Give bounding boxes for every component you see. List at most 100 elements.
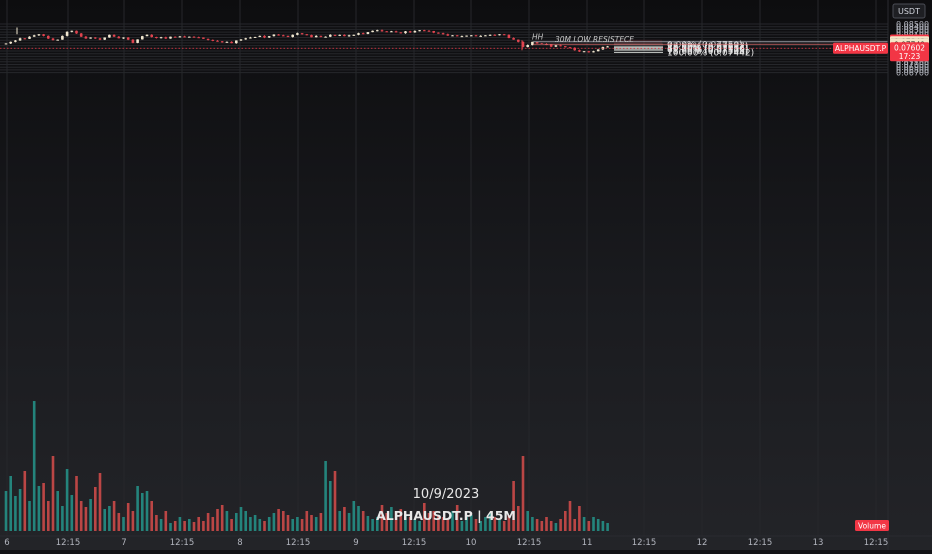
volume-bar	[404, 515, 407, 531]
currency-label[interactable]: USDT	[892, 3, 926, 19]
volume-bar	[286, 515, 290, 531]
x-tick-label: 8	[237, 538, 242, 548]
volume-bar	[596, 519, 600, 531]
candle	[521, 41, 525, 48]
volume-bar	[376, 517, 379, 531]
volume-bar	[291, 519, 294, 531]
candle	[98, 37, 102, 41]
candle	[343, 34, 346, 37]
candle	[455, 34, 459, 37]
candle	[249, 36, 252, 39]
volume-bar	[592, 517, 595, 531]
candle	[479, 35, 482, 37]
candle	[474, 34, 478, 37]
volume-bar	[568, 501, 572, 531]
volume-bar	[42, 483, 45, 531]
candle	[75, 30, 78, 34]
horizontal-lines[interactable]	[0, 41, 888, 49]
volume-bar	[470, 515, 473, 531]
candle	[573, 47, 576, 51]
candle	[14, 39, 17, 43]
x-tick-label: 12:15	[632, 538, 657, 548]
y-tick-label: 0.08300	[896, 25, 929, 34]
candle	[582, 51, 586, 53]
volume-bar	[249, 517, 252, 531]
candle	[126, 37, 130, 41]
volume-bar	[244, 511, 247, 531]
candle	[310, 34, 313, 38]
candle	[32, 34, 36, 37]
x-tick-label: 12:15	[748, 538, 773, 548]
candle	[451, 35, 454, 37]
candle	[361, 32, 365, 35]
volume-bar	[277, 509, 280, 531]
volume-bar	[545, 517, 548, 531]
volume-bar	[418, 521, 421, 531]
candle	[263, 35, 266, 39]
candle	[37, 34, 41, 36]
fibonacci-retracement[interactable]: 0.00% (0.07750)23.60% (0.07677)38.20% (0…	[614, 39, 754, 59]
candle	[9, 41, 12, 45]
candle	[404, 30, 407, 34]
candle	[465, 35, 468, 37]
volume-bar	[521, 456, 525, 531]
volume-bar	[507, 515, 511, 531]
candle	[94, 37, 97, 39]
volume-bar	[145, 491, 149, 531]
candle	[89, 37, 92, 39]
volume-bar	[18, 489, 22, 531]
candle	[65, 31, 69, 37]
volume-bar	[366, 516, 370, 531]
volume-bar	[380, 505, 384, 531]
x-tick-label: 12:15	[170, 538, 195, 548]
candle	[408, 30, 412, 33]
volume-bar	[573, 519, 576, 531]
candle	[291, 34, 294, 38]
volume-bar	[14, 496, 17, 531]
volume-bar	[582, 517, 586, 531]
volume-bar	[202, 521, 205, 531]
volume-bar	[98, 473, 102, 531]
volume-bar	[225, 511, 229, 531]
y-tick-label: 0.08200	[896, 28, 929, 37]
volume-bar	[540, 521, 544, 531]
candle	[587, 50, 591, 53]
candle	[79, 32, 83, 37]
volume-bar	[23, 471, 27, 531]
volume-bar	[413, 519, 417, 531]
volume-bar	[559, 519, 562, 531]
candle	[239, 39, 243, 41]
candle	[56, 39, 59, 41]
candle	[216, 40, 219, 42]
volume-bar	[173, 521, 177, 531]
volume-bar	[578, 506, 581, 531]
volume-bar	[423, 503, 426, 531]
candle	[371, 30, 374, 33]
candle	[84, 36, 88, 39]
currency-text: USDT	[898, 7, 920, 16]
x-tick-label: 6	[4, 538, 9, 548]
volume-bar	[141, 493, 144, 531]
candle	[549, 44, 553, 48]
volume-bar	[32, 401, 36, 531]
volume-bar	[451, 511, 454, 531]
volume-bar	[126, 503, 130, 531]
volume-bar	[183, 521, 186, 531]
candle	[470, 35, 473, 37]
volume-bar	[455, 505, 459, 531]
candle	[376, 29, 379, 32]
candle	[23, 38, 27, 40]
volume-bar	[79, 501, 83, 531]
price-tags: 0.079080.078430.077520.077490.07437ALPHA…	[833, 34, 929, 62]
volume-bar	[112, 501, 116, 531]
watermark-title: ALPHAUSDT.P | 45M	[376, 508, 516, 523]
x-tick-label: 13	[813, 538, 824, 548]
candle	[554, 44, 558, 48]
svg-text:17:23: 17:23	[899, 52, 921, 61]
svg-text:0.07602: 0.07602	[894, 44, 925, 53]
candle	[136, 39, 139, 44]
